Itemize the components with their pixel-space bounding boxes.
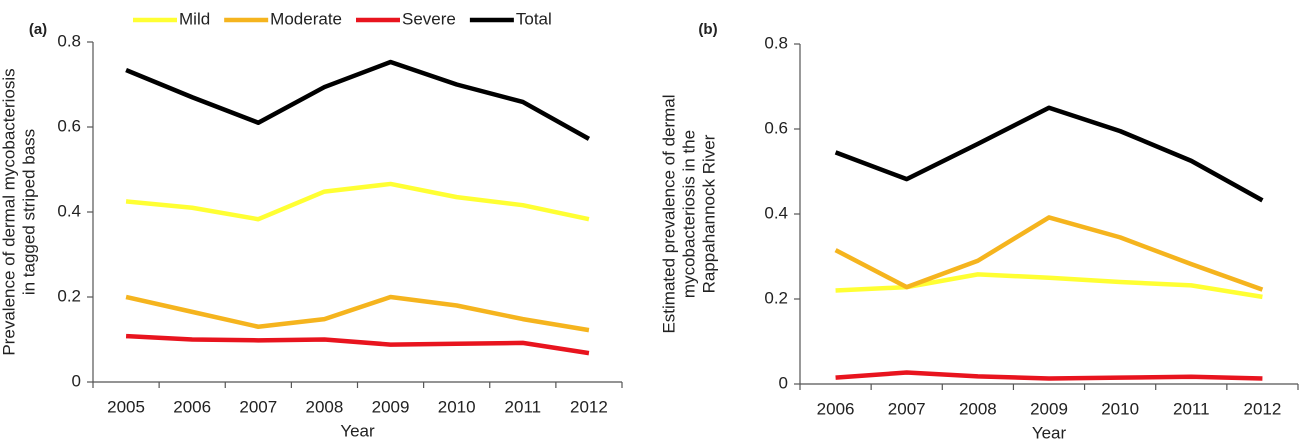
y-axis-label: Prevalence of dermal mycobacteriosis	[0, 68, 18, 355]
x-tick-label: 2007	[239, 397, 277, 416]
y-tick-label: 0.8	[764, 33, 788, 52]
data-line	[834, 215, 1264, 292]
y-axis-label: in tagged striped bass	[19, 129, 38, 295]
legend-label: Total	[516, 9, 552, 28]
data-line	[835, 370, 1263, 381]
x-tick-label: 2008	[959, 399, 997, 418]
x-tick-label: 2006	[173, 397, 211, 416]
y-tick-label: 0.6	[57, 116, 81, 135]
x-tick-label: 2012	[1244, 399, 1282, 418]
y-axis-label: Rappahannock River	[699, 134, 718, 293]
panel-label: (a)	[29, 21, 47, 38]
data-line	[125, 294, 590, 333]
x-axis-label: Year	[340, 421, 375, 440]
y-tick-label: 0.4	[57, 201, 81, 220]
x-tick-label: 2006	[817, 399, 855, 418]
x-tick-label: 2010	[1101, 399, 1139, 418]
data-line	[125, 59, 591, 141]
y-tick-label: 0	[779, 373, 788, 392]
x-tick-label: 2010	[438, 397, 476, 416]
y-tick-label: 0.6	[764, 118, 788, 137]
x-tick-label: 2009	[372, 397, 410, 416]
y-tick-label: 0.2	[764, 288, 788, 307]
data-line	[125, 181, 590, 222]
data-line	[125, 333, 590, 356]
x-tick-label: 2012	[570, 397, 608, 416]
data-line	[834, 105, 1264, 203]
x-tick-label: 2008	[306, 397, 344, 416]
y-axis-label: mycobacteriosis in the	[679, 130, 698, 298]
x-axis-label: Year	[1032, 423, 1067, 442]
y-tick-label: 0.4	[764, 203, 788, 222]
y-tick-label: 0.2	[57, 286, 81, 305]
x-tick-label: 2011	[505, 397, 542, 416]
y-tick-label: 0.8	[57, 31, 81, 50]
y-axis-label: Estimated prevalence of dermal	[659, 94, 678, 333]
x-tick-label: 2005	[107, 397, 145, 416]
x-tick-label: 2011	[1173, 399, 1210, 418]
x-tick-label: 2007	[888, 399, 926, 418]
legend-label: Severe	[402, 9, 456, 28]
legend-label: Moderate	[270, 9, 342, 28]
y-tick-label: 0	[72, 371, 81, 390]
panel-label: (b)	[698, 21, 717, 38]
x-tick-label: 2009	[1030, 399, 1068, 418]
legend-label: Mild	[179, 9, 210, 28]
